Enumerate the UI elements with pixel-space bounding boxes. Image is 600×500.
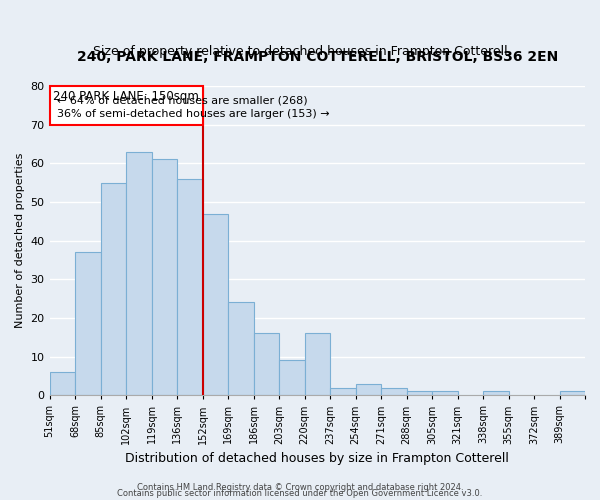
Text: ← 64% of detached houses are smaller (268): ← 64% of detached houses are smaller (26… [57,96,307,106]
Bar [305,334,330,396]
Text: Contains public sector information licensed under the Open Government Licence v3: Contains public sector information licen… [118,490,482,498]
Bar [203,214,228,396]
Bar [254,334,279,396]
Bar [50,372,75,396]
Y-axis label: Number of detached properties: Number of detached properties [15,153,25,328]
Bar [356,384,381,396]
Bar [228,302,254,396]
Bar [560,392,585,396]
Text: 36% of semi-detached houses are larger (153) →: 36% of semi-detached houses are larger (… [57,109,329,119]
Bar [101,182,126,396]
Bar [330,388,356,396]
Text: Contains HM Land Registry data © Crown copyright and database right 2024.: Contains HM Land Registry data © Crown c… [137,484,463,492]
Text: Size of property relative to detached houses in Frampton Cotterell: Size of property relative to detached ho… [92,46,508,59]
Bar [407,392,432,396]
Text: 240 PARK LANE: 150sqm: 240 PARK LANE: 150sqm [53,90,199,103]
Title: 240, PARK LANE, FRAMPTON COTTERELL, BRISTOL, BS36 2EN: 240, PARK LANE, FRAMPTON COTTERELL, BRIS… [77,50,558,64]
Bar [279,360,305,396]
Bar [432,392,458,396]
Bar [483,392,509,396]
Bar [126,152,152,396]
Bar [75,252,101,396]
Bar [381,388,407,396]
Bar [177,179,203,396]
Bar [152,160,177,396]
X-axis label: Distribution of detached houses by size in Frampton Cotterell: Distribution of detached houses by size … [125,452,509,465]
